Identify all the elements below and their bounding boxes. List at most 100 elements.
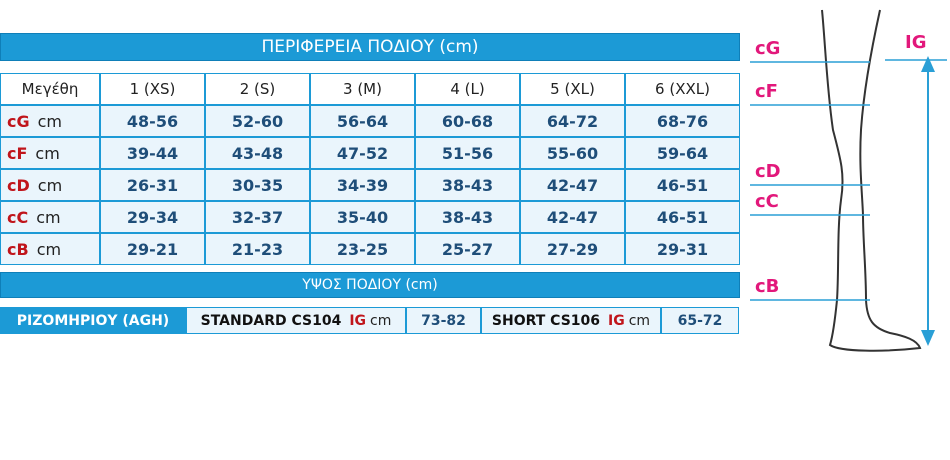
size-range: 42-47 xyxy=(546,207,599,227)
size-range: 30-35 xyxy=(231,175,284,195)
value-cell: 55-60 xyxy=(520,137,625,169)
measure-label: cF xyxy=(755,81,778,102)
size-range: 23-25 xyxy=(336,239,389,259)
size-range: 51-56 xyxy=(441,143,494,163)
size-range: 29-31 xyxy=(656,239,709,259)
size-range: 35-40 xyxy=(336,207,389,227)
value-cell: 42-47 xyxy=(520,201,625,233)
value-cell: 51-56 xyxy=(415,137,520,169)
short-value: 65-72 xyxy=(677,312,723,329)
row-unit: cm xyxy=(36,239,62,259)
size-range: 42-47 xyxy=(546,175,599,195)
value-cell: 52-60 xyxy=(205,105,310,137)
short-name: SHORT CS106 xyxy=(491,312,601,329)
size-range: 68-76 xyxy=(656,111,709,131)
header-cell: Μεγέθη xyxy=(0,73,100,105)
measure-label: cC xyxy=(755,191,779,212)
row-code: cF xyxy=(7,143,28,163)
size-range: 39-44 xyxy=(126,143,179,163)
height-bar: ΥΨΟΣ ΠΟΔΙΟΥ (cm) xyxy=(0,272,740,298)
header-cell: 1 (XS) xyxy=(100,73,205,105)
standard-name: STANDARD CS104 xyxy=(200,312,342,329)
arrow-head xyxy=(921,330,935,346)
value-cell: 38-43 xyxy=(415,169,520,201)
title-bar: ΠΕΡΙΦΕΡΕΙΑ ΠΟΔΙΟΥ (cm) xyxy=(0,33,740,61)
measure-label: cB xyxy=(755,276,779,297)
row-unit: cm xyxy=(37,175,63,195)
size-range: 26-31 xyxy=(126,175,179,195)
standard-value-cell: 73-82 xyxy=(406,307,481,334)
value-cell: 30-35 xyxy=(205,169,310,201)
value-cell: 21-23 xyxy=(205,233,310,265)
value-cell: 38-43 xyxy=(415,201,520,233)
value-cell: 23-25 xyxy=(310,233,415,265)
short-cell: SHORT CS106 IG cm xyxy=(481,307,661,334)
header-cell: 2 (S) xyxy=(205,73,310,105)
value-cell: 46-51 xyxy=(625,169,740,201)
column-header: 3 (M) xyxy=(343,80,382,98)
title: ΠΕΡΙΦΕΡΕΙΑ ΠΟΔΙΟΥ (cm) xyxy=(261,37,479,57)
size-range: 64-72 xyxy=(546,111,599,131)
size-range: 38-43 xyxy=(441,207,494,227)
row-header: cD cm xyxy=(0,169,100,201)
height-label: ΡΙΖΟΜΗΡΙΟΥ (AGH) xyxy=(0,307,186,334)
value-cell: 60-68 xyxy=(415,105,520,137)
column-header: 6 (XXL) xyxy=(655,80,710,98)
size-range: 47-52 xyxy=(336,143,389,163)
value-cell: 42-47 xyxy=(520,169,625,201)
value-cell: 59-64 xyxy=(625,137,740,169)
value-cell: 39-44 xyxy=(100,137,205,169)
standard-value: 73-82 xyxy=(421,312,466,329)
size-range: 46-51 xyxy=(656,175,709,195)
standard-cell: STANDARD CS104 IG cm xyxy=(186,307,406,334)
value-cell: 46-51 xyxy=(625,201,740,233)
measure-label: cD xyxy=(755,161,781,182)
row-header: cB cm xyxy=(0,233,100,265)
size-range: 48-56 xyxy=(126,111,179,131)
size-range: 34-39 xyxy=(336,175,389,195)
value-cell: 47-52 xyxy=(310,137,415,169)
size-range: 43-48 xyxy=(231,143,284,163)
arrow-head xyxy=(921,56,935,72)
row-unit: cm xyxy=(36,207,61,227)
size-range: 32-37 xyxy=(231,207,284,227)
value-cell: 64-72 xyxy=(520,105,625,137)
value-cell: 43-48 xyxy=(205,137,310,169)
short-value-cell: 65-72 xyxy=(661,307,739,334)
value-cell: 32-37 xyxy=(205,201,310,233)
size-range: 59-64 xyxy=(656,143,709,163)
value-cell: 48-56 xyxy=(100,105,205,137)
column-header: 2 (S) xyxy=(239,80,276,98)
value-cell: 25-27 xyxy=(415,233,520,265)
value-cell: 29-21 xyxy=(100,233,205,265)
standard-code: IG xyxy=(349,312,367,329)
height-title: ΥΨΟΣ ΠΟΔΙΟΥ (cm) xyxy=(302,277,438,293)
value-cell: 56-64 xyxy=(310,105,415,137)
size-range: 25-27 xyxy=(441,239,494,259)
value-cell: 29-31 xyxy=(625,233,740,265)
header-cell: 3 (M) xyxy=(310,73,415,105)
leg-diagram: cG cF cD cC cB IG xyxy=(750,9,947,352)
size-range: 29-34 xyxy=(126,207,179,227)
value-cell: 34-39 xyxy=(310,169,415,201)
header-cell: 5 (XL) xyxy=(520,73,625,105)
size-range: 38-43 xyxy=(441,175,494,195)
row-code: cG xyxy=(7,111,30,131)
row-code: cB xyxy=(7,239,29,259)
size-range: 27-29 xyxy=(546,239,599,259)
value-cell: 27-29 xyxy=(520,233,625,265)
size-range: 55-60 xyxy=(546,143,599,163)
row-header: cG cm xyxy=(0,105,100,137)
size-range: 60-68 xyxy=(441,111,494,131)
short-unit: cm xyxy=(628,312,651,329)
size-range: 52-60 xyxy=(231,111,284,131)
size-range: 56-64 xyxy=(336,111,389,131)
header-cell: 4 (L) xyxy=(415,73,520,105)
column-header: 4 (L) xyxy=(450,80,485,98)
standard-unit: cm xyxy=(370,312,392,329)
column-header: 1 (XS) xyxy=(129,80,176,98)
row-unit: cm xyxy=(35,143,60,163)
row-header: cF cm xyxy=(0,137,100,169)
size-range: 21-23 xyxy=(231,239,284,259)
